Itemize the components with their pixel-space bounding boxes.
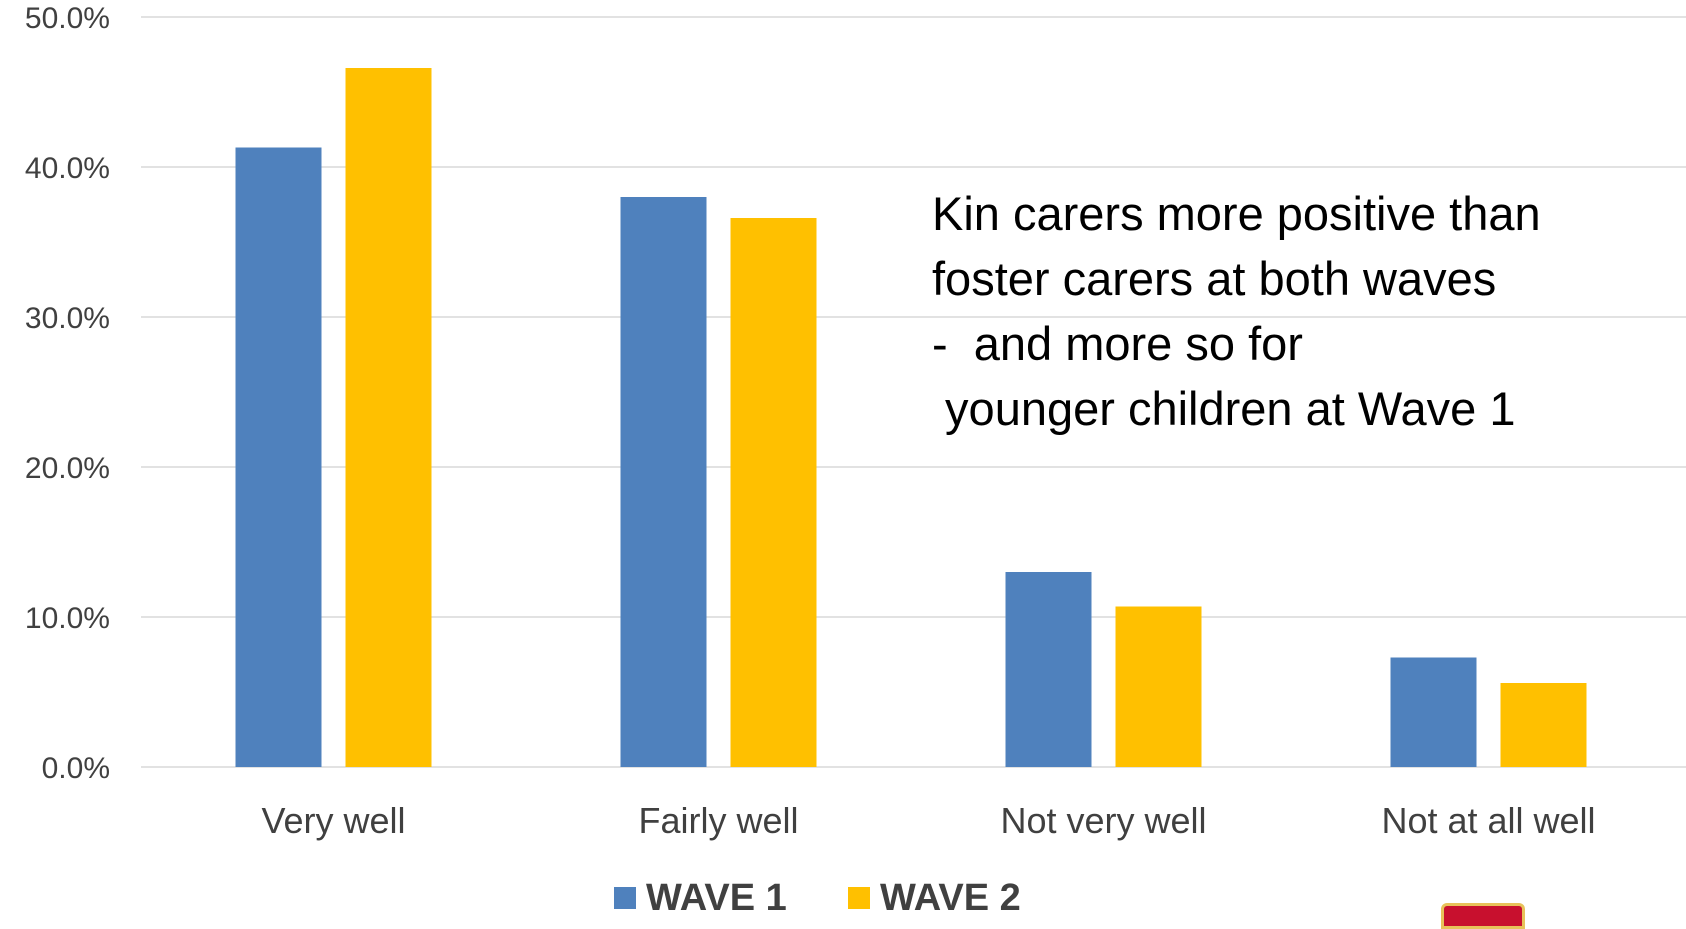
annotation-line: Kin carers more positive than (932, 187, 1541, 240)
bar (730, 218, 817, 767)
annotation-line: - and more so for (932, 317, 1303, 370)
bar (1500, 683, 1587, 767)
university-crest-logo (1441, 903, 1525, 929)
x-axis-categories: Very well Fairly well Not very well Not at … (261, 800, 1595, 841)
y-tick-label: 50.0% (25, 2, 110, 35)
annotation-line: foster carers at both waves (932, 252, 1496, 305)
y-axis-ticks: 0.0% 10.0% 20.0% 30.0% 40.0% 50.0% (25, 2, 110, 785)
y-tick-label: 0.0% (42, 752, 110, 785)
y-tick-label: 30.0% (25, 302, 110, 335)
bar (345, 68, 432, 767)
bars (235, 68, 1587, 767)
x-category-label: Not at all well (1381, 800, 1595, 841)
x-category-label: Fairly well (638, 800, 798, 841)
legend-swatch (614, 887, 636, 909)
bar (620, 197, 707, 767)
y-tick-label: 20.0% (25, 452, 110, 485)
bar (1005, 572, 1092, 767)
x-category-label: Very well (261, 800, 405, 841)
legend-label: WAVE 2 (880, 877, 1021, 918)
x-category-label: Not very well (1000, 800, 1206, 841)
y-tick-label: 40.0% (25, 152, 110, 185)
legend: WAVE 1 WAVE 2 (614, 877, 1021, 918)
legend-swatch (848, 887, 870, 909)
annotation-line: younger children at Wave 1 (932, 382, 1515, 435)
y-tick-label: 10.0% (25, 602, 110, 635)
bar (1390, 657, 1477, 767)
bar (235, 147, 322, 767)
annotation-text: Kin carers more positive than foster care… (932, 187, 1541, 435)
legend-label: WAVE 1 (646, 877, 787, 918)
bar (1115, 606, 1202, 767)
